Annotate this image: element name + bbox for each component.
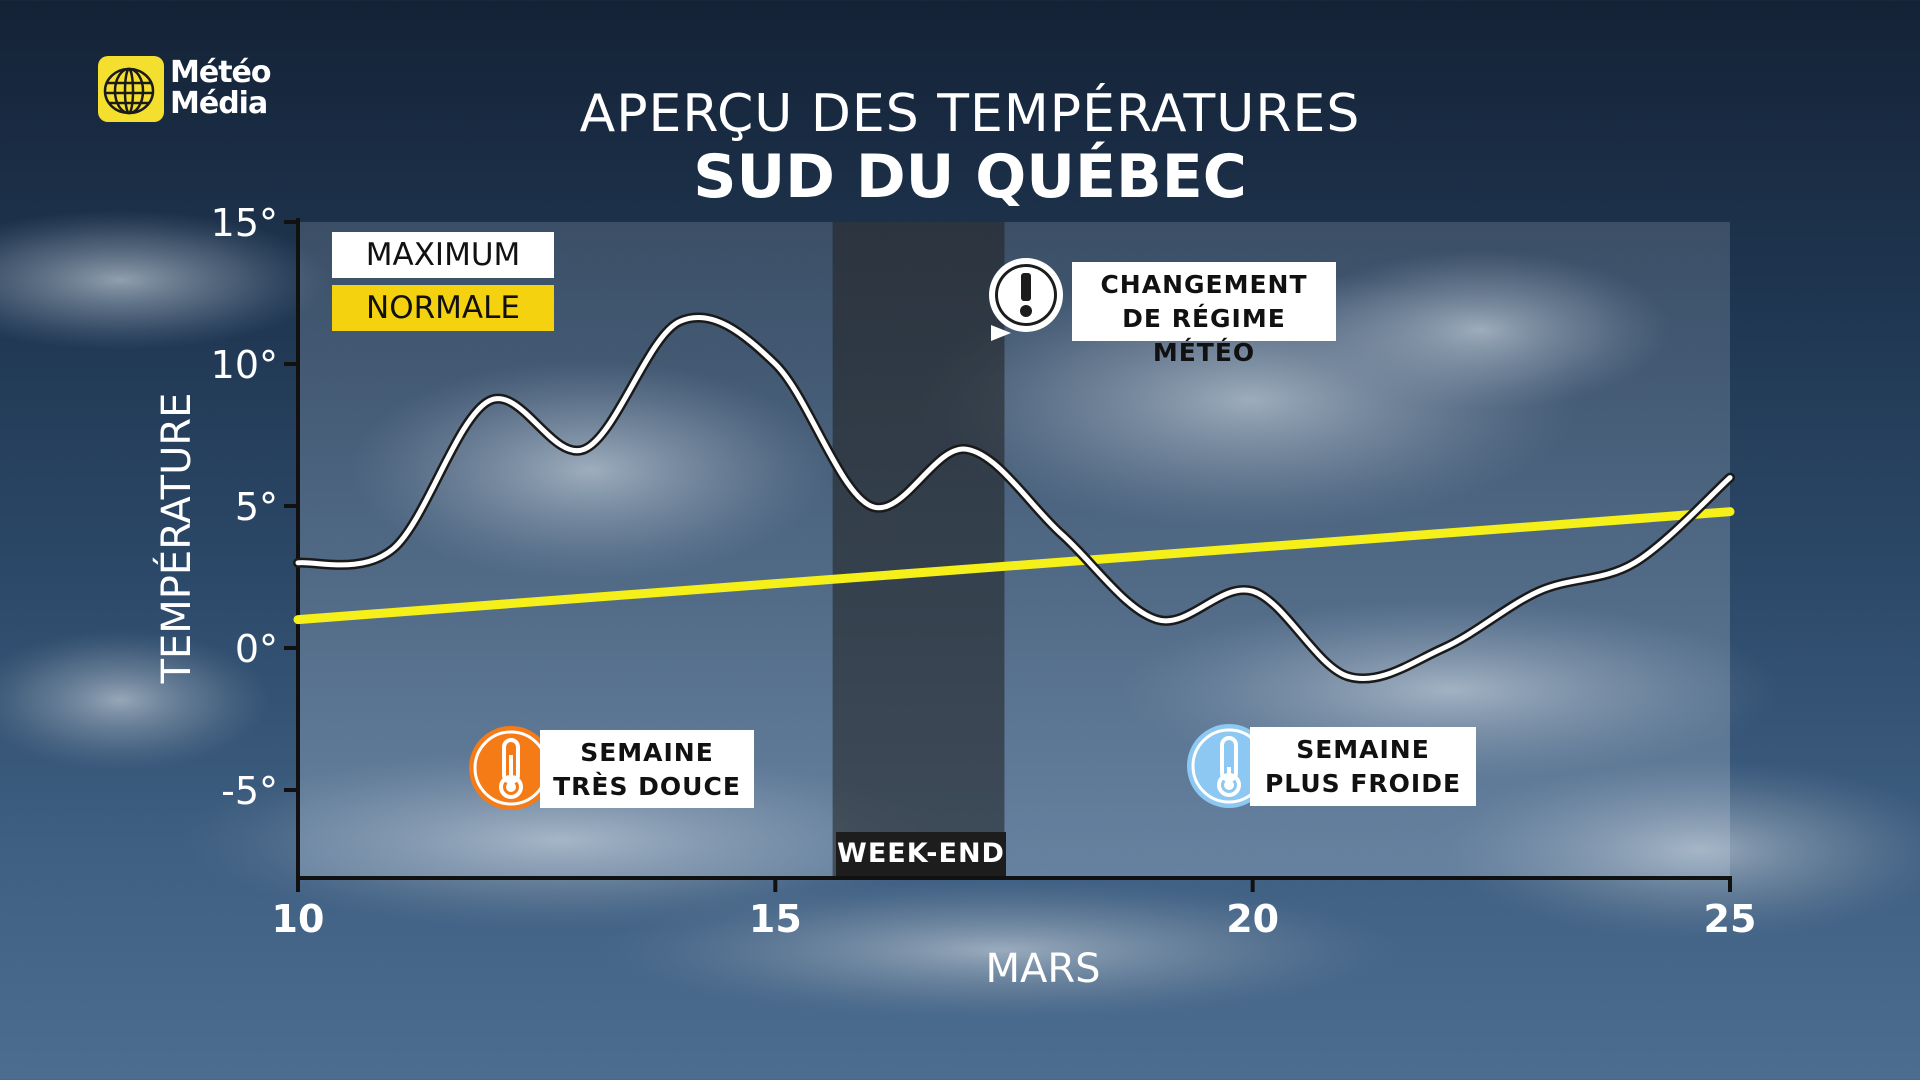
legend-normale: NORMALE (332, 285, 554, 331)
brand-line2: Média (170, 86, 268, 121)
y-tick-label: -5° (221, 769, 278, 813)
callout-mild-week: SEMAINE TRÈS DOUCE (540, 730, 754, 808)
brand-line1: Météo (170, 55, 271, 90)
brand-name: Météo Média (170, 58, 271, 120)
x-tick-label: 20 (1226, 897, 1279, 941)
callout-cold-week: SEMAINE PLUS FROIDE (1250, 727, 1476, 806)
meteomedia-logo-icon (98, 56, 164, 122)
tick-labels: 15° 10° 5° 0° -5° 10 15 20 25 (211, 201, 1757, 941)
exclamation-icon (983, 255, 1069, 341)
y-tick-label: 10° (211, 343, 278, 387)
x-tick-label: 25 (1704, 897, 1757, 941)
chart-title: APERÇU DES TEMPÉRATURES (579, 84, 1361, 144)
weekend-band (832, 222, 1005, 878)
weekend-label: WEEK-END (836, 832, 1006, 876)
callout-regime-change: CHANGEMENT DE RÉGIME MÉTÉO (1072, 262, 1336, 367)
legend-maximum: MAXIMUM (332, 232, 554, 278)
chart-subtitle: SUD DU QUÉBEC (693, 142, 1247, 212)
y-tick-label: 0° (235, 627, 278, 671)
callout-cold-line2: PLUS FROIDE (1264, 769, 1462, 798)
callout-cold-line1: SEMAINE (1296, 735, 1430, 764)
callout-mild-line2: TRÈS DOUCE (553, 772, 741, 801)
chart-axes (284, 218, 1732, 892)
callout-mild-line1: SEMAINE (580, 738, 714, 767)
callout-change-line1: CHANGEMENT (1100, 270, 1308, 299)
series-normale-line (293, 507, 1735, 625)
series-maximum-line (295, 314, 1733, 682)
y-tick-label: 15° (211, 201, 278, 245)
y-axis-label: TEMPÉRATURE (152, 393, 200, 685)
x-axis-label: MARS (985, 946, 1100, 992)
y-tick-label: 5° (235, 485, 278, 529)
x-tick-label: 10 (272, 897, 325, 941)
thermometer-warm-icon (468, 725, 554, 811)
callout-change-line2: DE RÉGIME MÉTÉO (1122, 304, 1286, 367)
x-tick-label: 15 (749, 897, 802, 941)
